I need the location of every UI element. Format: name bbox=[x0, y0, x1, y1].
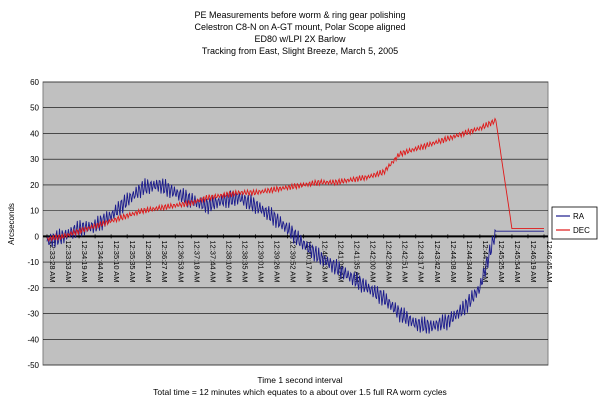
x-tick-label: 12:33:28 AM bbox=[48, 240, 57, 282]
title-line-2: Celestron C8-N on A-GT mount, Polar Scop… bbox=[195, 22, 406, 32]
x-tick-label: 12:44:08 AM bbox=[449, 240, 458, 282]
x-tick-label: 12:43:17 AM bbox=[417, 240, 426, 282]
x-tick-label: 12:45:54 AM bbox=[513, 240, 522, 282]
gridlines bbox=[43, 81, 548, 366]
x-axis-label: Time 1 second interval bbox=[257, 375, 342, 385]
x-tick-label: 12:37:18 AM bbox=[192, 240, 201, 282]
x-tick-label: 12:33:53 AM bbox=[64, 240, 73, 282]
title-line-4: Tracking from East, Slight Breeze, March… bbox=[202, 46, 398, 56]
x-tick-label: 12:38:10 AM bbox=[224, 240, 233, 282]
y-tick-label: 60 bbox=[30, 78, 39, 87]
y-tick-label: -30 bbox=[27, 310, 39, 319]
x-tick-label: 12:46:45 AM bbox=[545, 240, 554, 282]
y-tick-label: -40 bbox=[27, 335, 39, 344]
y-tick-label: -20 bbox=[27, 284, 39, 293]
y-tick-label: 30 bbox=[30, 155, 39, 164]
legend-dec-label: DEC bbox=[573, 226, 590, 235]
legend-box bbox=[551, 206, 598, 240]
x-tick-label: 12:39:26 AM bbox=[272, 240, 281, 282]
x-tick-label: 12:36:01 AM bbox=[144, 240, 153, 282]
y-tick-label: -10 bbox=[27, 258, 39, 267]
plot-area bbox=[42, 81, 549, 366]
x-tick-label: 12:42:00 AM bbox=[369, 240, 378, 282]
x-tick-label: 12:35:35 AM bbox=[128, 240, 137, 282]
series-line-dec bbox=[46, 117, 544, 242]
y-tick-label: 10 bbox=[30, 207, 39, 216]
x-axis-ticks: 12:33:28 AM 12:33:53 AM 12:34:19 AM 12:34:4… bbox=[46, 234, 554, 282]
x-tick-label: 12:37:44 AM bbox=[208, 240, 217, 282]
y-tick-label: 20 bbox=[30, 181, 39, 190]
chart-title: PE Measurements before worm & ring gear … bbox=[194, 10, 405, 56]
y-tick-label: 0 bbox=[35, 232, 40, 241]
x-tick-label: 12:44:59 AM bbox=[481, 240, 490, 282]
x-axis-note: Total time = 12 minutes which equates to… bbox=[153, 387, 447, 397]
x-tick-label: 12:40:17 AM bbox=[305, 240, 314, 282]
x-tick-label: 12:35:10 AM bbox=[112, 240, 121, 282]
title-line-1: PE Measurements before worm & ring gear … bbox=[194, 10, 405, 20]
legend: RA DEC bbox=[551, 206, 598, 240]
data-series bbox=[46, 117, 544, 334]
y-tick-label: 40 bbox=[30, 129, 39, 138]
x-tick-label: 12:38:35 AM bbox=[240, 240, 249, 282]
x-tick-label: 12:44:34 AM bbox=[465, 240, 474, 282]
x-tick-label: 12:34:44 AM bbox=[96, 240, 105, 282]
x-tick-label: 12:34:19 AM bbox=[80, 240, 89, 282]
x-tick-label: 12:41:09 AM bbox=[337, 240, 346, 282]
x-tick-label: 12:45:25 AM bbox=[497, 240, 506, 282]
x-tick-label: 12:42:26 AM bbox=[385, 240, 394, 282]
legend-ra-label: RA bbox=[573, 212, 585, 221]
x-tick-label: 12:39:01 AM bbox=[256, 240, 265, 282]
y-tick-label: -50 bbox=[27, 361, 39, 370]
x-tick-label: 12:39:52 AM bbox=[288, 240, 297, 282]
series-line-ra bbox=[46, 178, 544, 334]
y-tick-label: 50 bbox=[30, 104, 39, 113]
title-line-3: ED80 w/LPI 2X Barlow bbox=[254, 34, 346, 44]
x-tick-label: 12:36:27 AM bbox=[160, 240, 169, 282]
x-tick-label: 12:41:35 AM bbox=[353, 240, 362, 282]
x-tick-label: 12:46:19 AM bbox=[529, 240, 538, 282]
y-axis-label: Arcseconds bbox=[7, 203, 16, 245]
x-tick-label: 12:36:53 AM bbox=[176, 240, 185, 282]
x-tick-label: 12:43:42 AM bbox=[433, 240, 442, 282]
y-axis-ticks: 60 50 40 30 20 10 0 -10 -20 -30 -40 -50 bbox=[27, 78, 39, 370]
x-tick-label: 12:42:51 AM bbox=[401, 240, 410, 282]
